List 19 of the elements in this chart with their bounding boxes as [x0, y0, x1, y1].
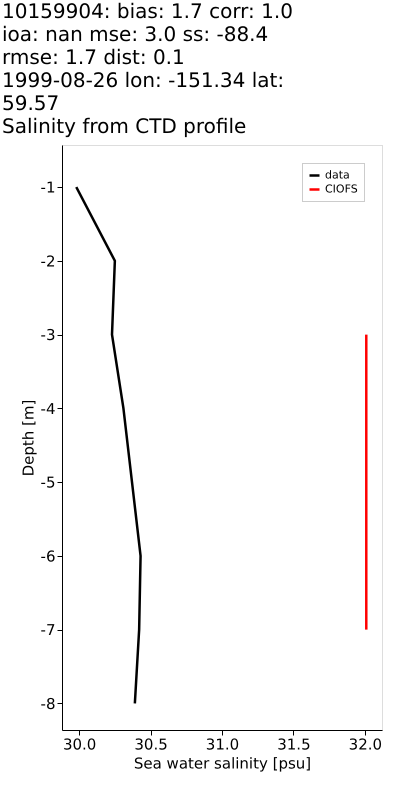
legend-label: CIOFS: [325, 182, 358, 196]
x-tick-label: 31.5: [277, 736, 311, 754]
x-tick-label: 31.0: [206, 736, 240, 754]
legend-label: data: [325, 168, 350, 182]
y-tick-label: -3: [40, 326, 56, 344]
y-tick-label: -4: [40, 400, 56, 418]
line-series: [75, 186, 142, 705]
y-tick-label: -1: [40, 178, 56, 197]
x-tick-label: 30.0: [62, 736, 96, 754]
y-tick-label: -7: [40, 621, 56, 640]
y-tick-label: -2: [40, 252, 56, 270]
y-tick-label: -6: [40, 547, 56, 566]
x-tick-label: 30.5: [134, 736, 168, 754]
x-tick-label: 32.0: [348, 736, 382, 754]
chart-title: 10159904: bias: 1.7 corr: 1.0 ioa: nan mse: 3.0 ss: -88.4 rmse: 1.7 dist: 0.1 1999-08-26 lon: -151.34 lat: 59.57 Salinity from CTD profile: [2, 0, 293, 138]
y-axis-title: Depth [m]: [20, 400, 38, 476]
y-tick-label: -8: [40, 694, 56, 713]
y-tick-label: -5: [40, 474, 56, 492]
x-axis-title: Sea water salinity [psu]: [134, 754, 312, 772]
